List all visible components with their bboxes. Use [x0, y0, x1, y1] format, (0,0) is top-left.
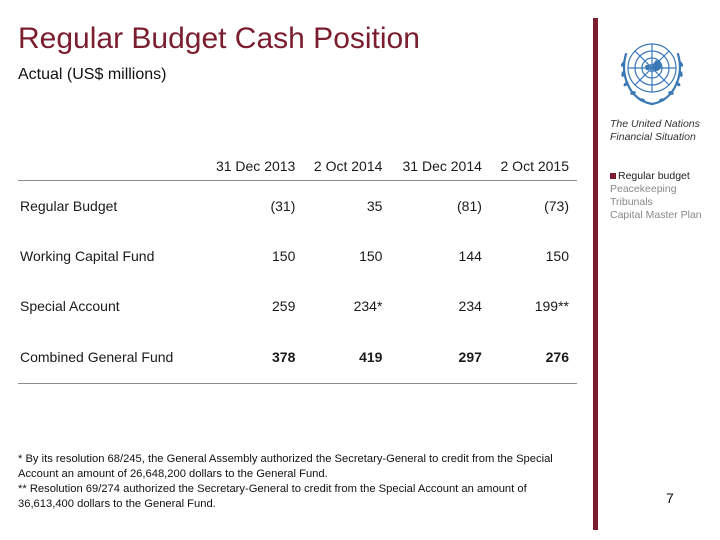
cash-position-table: 31 Dec 2013 2 Oct 2014 31 Dec 2014 2 Oct… — [18, 142, 577, 384]
column-header: 31 Dec 2013 — [203, 142, 304, 181]
vertical-divider — [593, 18, 598, 530]
table-cell: 199** — [534, 298, 569, 314]
sidebar-item-peacekeeping[interactable]: Peacekeeping — [610, 183, 702, 196]
table-cell: (81) — [457, 198, 482, 214]
footnote-1: * By its resolution 68/245, the General … — [18, 453, 553, 480]
active-marker-icon — [610, 173, 616, 180]
sidebar-item-tribunals[interactable]: Tribunals — [610, 196, 702, 209]
table-cell: 276 — [489, 331, 577, 384]
table-cell: 150 — [272, 248, 296, 264]
table-cell: 150 — [545, 248, 569, 264]
un-emblem-icon — [620, 43, 684, 106]
table-cell: 35 — [366, 198, 383, 214]
slide-title: Regular Budget Cash Position — [18, 22, 420, 55]
row-label: Working Capital Fund — [20, 248, 155, 264]
table-cell: 419 — [303, 331, 391, 384]
row-label: Special Account — [20, 298, 120, 314]
slide-subtitle: Actual (US$ millions) — [18, 66, 167, 83]
column-header: 31 Dec 2014 — [390, 142, 490, 181]
organization-name: The United Nations Financial Situation — [610, 118, 700, 143]
table-row: Special Account 259 234* 234 199** — [18, 281, 577, 331]
table-row: Regular Budget (31) 35 (81) (73) — [18, 181, 577, 232]
table-cell: 150 — [359, 248, 383, 264]
table-row-total: Combined General Fund 378 419 297 276 — [18, 331, 577, 384]
row-label: Regular Budget — [20, 198, 118, 214]
sidebar-item-label: Regular budget — [618, 170, 690, 182]
table-cell: 144 — [458, 248, 482, 264]
sidebar-item-label: Tribunals — [610, 196, 653, 208]
sidebar-nav: Regular budget Peacekeeping Tribunals Ca… — [610, 170, 702, 222]
table-header-row: 31 Dec 2013 2 Oct 2014 31 Dec 2014 2 Oct… — [18, 142, 577, 181]
sidebar-item-label: Capital Master Plan — [610, 209, 702, 221]
table-cell: (31) — [270, 198, 296, 214]
row-label-header — [18, 142, 204, 181]
table-row: Working Capital Fund 150 150 144 150 — [18, 231, 577, 281]
footnote-2: ** Resolution 69/274 authorized the Secr… — [18, 483, 527, 510]
table-cell: 378 — [203, 331, 304, 384]
page-number: 7 — [666, 490, 674, 506]
table-cell: 297 — [390, 331, 490, 384]
sidebar-item-label: Peacekeeping — [610, 183, 677, 195]
table-cell: 259 — [272, 298, 296, 314]
table-cell: 234 — [458, 298, 482, 314]
table-cell: 234* — [353, 298, 383, 314]
footnotes: * By its resolution 68/245, the General … — [18, 452, 578, 512]
column-header: 2 Oct 2014 — [303, 142, 391, 181]
column-header: 2 Oct 2015 — [489, 142, 577, 181]
row-label: Combined General Fund — [18, 331, 204, 384]
table-cell: (73) — [544, 198, 569, 214]
sidebar-item-regular-budget[interactable]: Regular budget — [610, 170, 702, 183]
sidebar-item-capital-master-plan[interactable]: Capital Master Plan — [610, 209, 702, 222]
